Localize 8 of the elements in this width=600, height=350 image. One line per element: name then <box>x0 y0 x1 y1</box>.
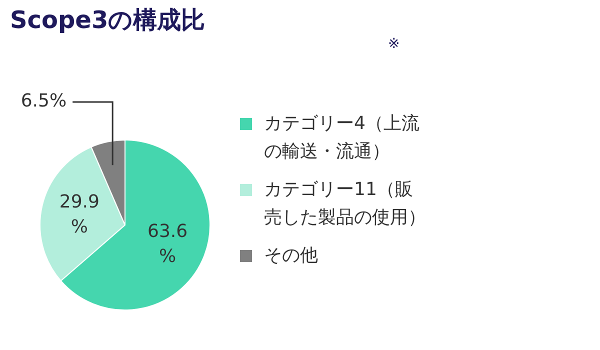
chart-subtitle: ※ <box>388 36 400 52</box>
data-label: 29.9% <box>59 191 100 238</box>
chart-title: Scope3の構成比 <box>10 5 206 36</box>
legend-label: カテゴリー11（販売した製品の使用） <box>264 178 427 230</box>
data-label: 6.5% <box>20 90 67 112</box>
legend-label: カテゴリー4（上流の輸送・流通） <box>264 112 420 164</box>
data-label: 63.6% <box>148 221 188 268</box>
legend-label: その他 <box>264 244 319 268</box>
